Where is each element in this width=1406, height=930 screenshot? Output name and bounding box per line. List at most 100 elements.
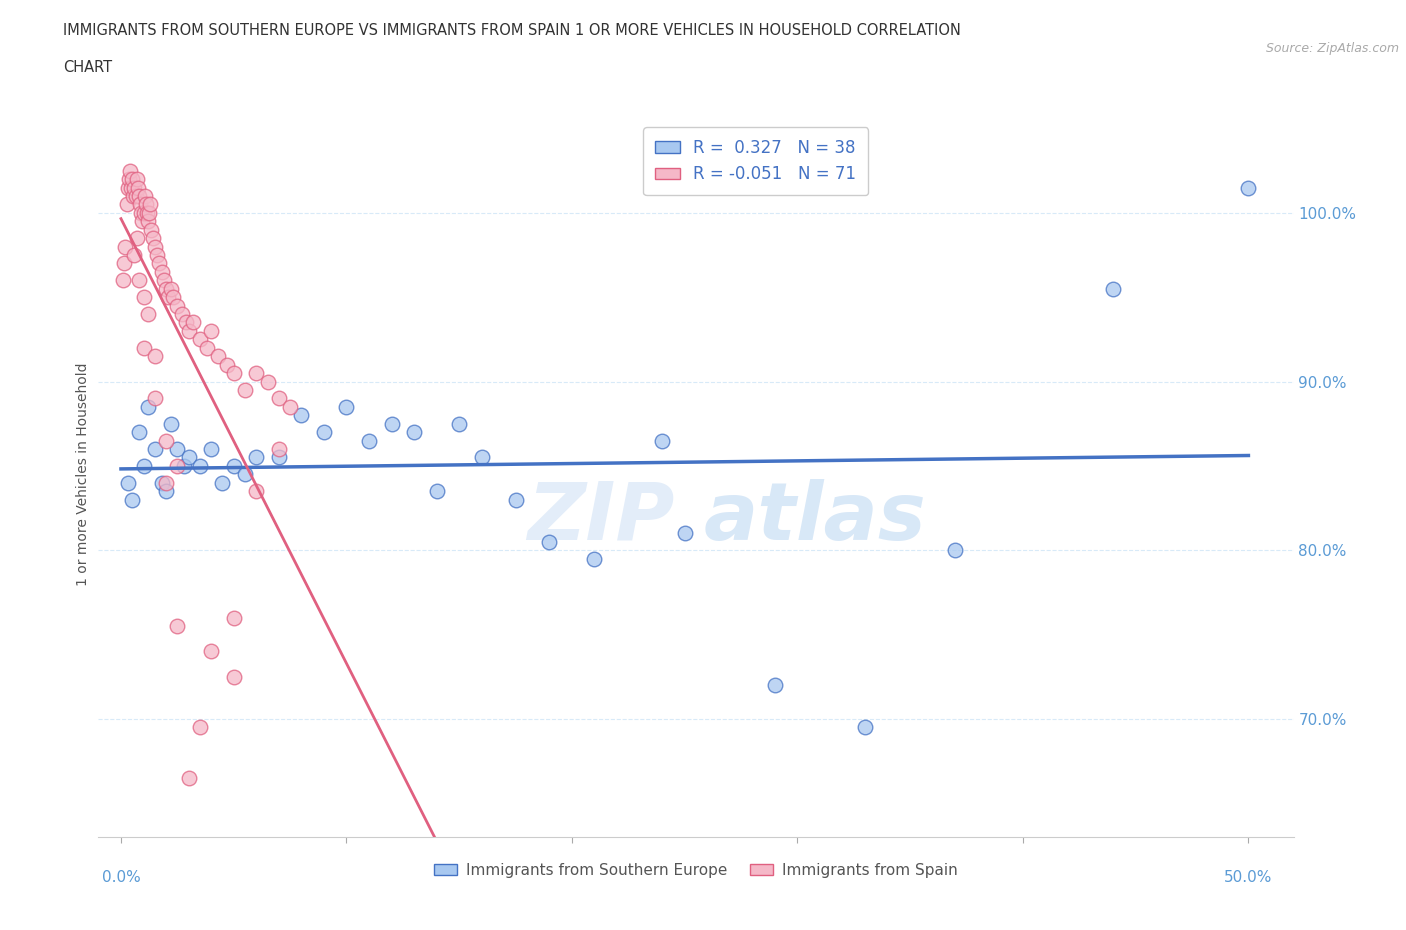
Point	[173, 458, 195, 473]
Point	[763, 678, 786, 693]
Point	[112, 256, 135, 271]
Point	[129, 197, 152, 212]
Point	[312, 425, 335, 440]
Point	[117, 180, 139, 195]
Point	[155, 484, 177, 498]
Point	[128, 189, 150, 204]
Point	[136, 399, 159, 414]
Point	[188, 458, 211, 473]
Point	[117, 475, 139, 490]
Point	[166, 442, 188, 457]
Point	[139, 197, 162, 212]
Point	[1237, 180, 1260, 195]
Point	[132, 458, 155, 473]
Legend: Immigrants from Southern Europe, Immigrants from Spain: Immigrants from Southern Europe, Immigra…	[427, 857, 965, 884]
Point	[267, 391, 290, 405]
Point	[233, 467, 256, 482]
Point	[122, 189, 145, 204]
Point	[673, 525, 696, 540]
Point	[215, 357, 238, 372]
Point	[471, 450, 494, 465]
Point	[159, 281, 181, 296]
Point	[157, 290, 180, 305]
Text: 50.0%: 50.0%	[1225, 870, 1272, 884]
Point	[143, 442, 166, 457]
Point	[505, 492, 527, 507]
Point	[404, 425, 426, 440]
Point	[136, 307, 159, 322]
Point	[121, 172, 143, 187]
Point	[943, 543, 966, 558]
Point	[120, 180, 142, 195]
Point	[143, 349, 166, 364]
Point	[132, 290, 155, 305]
Text: 0.0%: 0.0%	[101, 870, 141, 884]
Point	[155, 281, 177, 296]
Point	[166, 299, 188, 313]
Point	[449, 417, 471, 432]
Point	[129, 206, 152, 220]
Point	[195, 340, 218, 355]
Point	[118, 163, 141, 178]
Point	[200, 324, 222, 339]
Point	[233, 382, 256, 397]
Point	[135, 206, 157, 220]
Point	[155, 475, 177, 490]
Point	[131, 214, 153, 229]
Y-axis label: 1 or more Vehicles in Household: 1 or more Vehicles in Household	[76, 363, 90, 586]
Point	[188, 720, 211, 735]
Point	[128, 425, 150, 440]
Point	[380, 417, 402, 432]
Point	[267, 450, 290, 465]
Point	[651, 433, 673, 448]
Point	[166, 618, 188, 633]
Point	[538, 535, 561, 550]
Point	[222, 365, 245, 380]
Point	[177, 324, 200, 339]
Point	[583, 551, 606, 566]
Point	[245, 484, 267, 498]
Point	[124, 247, 146, 262]
Point	[245, 450, 267, 465]
Point	[125, 231, 148, 246]
Point	[121, 492, 143, 507]
Point	[155, 433, 177, 448]
Point	[141, 222, 163, 237]
Point	[200, 442, 222, 457]
Point	[211, 475, 233, 490]
Point	[143, 391, 166, 405]
Point	[200, 644, 222, 658]
Point	[150, 475, 173, 490]
Point	[1102, 281, 1125, 296]
Point	[335, 399, 357, 414]
Point	[278, 399, 301, 414]
Point	[159, 417, 181, 432]
Point	[114, 239, 136, 254]
Point	[170, 307, 193, 322]
Point	[115, 197, 138, 212]
Point	[162, 290, 184, 305]
Point	[132, 206, 155, 220]
Point	[135, 197, 157, 212]
Text: Source: ZipAtlas.com: Source: ZipAtlas.com	[1265, 42, 1399, 55]
Point	[128, 272, 150, 287]
Point	[222, 670, 245, 684]
Point	[148, 256, 170, 271]
Text: CHART: CHART	[63, 60, 112, 75]
Point	[141, 231, 163, 246]
Text: atlas: atlas	[704, 479, 927, 557]
Point	[150, 264, 173, 279]
Text: ZIP: ZIP	[527, 479, 673, 557]
Point	[222, 458, 245, 473]
Point	[207, 349, 229, 364]
Point	[177, 771, 200, 786]
Point	[138, 206, 160, 220]
Point	[290, 408, 312, 423]
Point	[181, 315, 204, 330]
Point	[134, 189, 156, 204]
Point	[188, 332, 211, 347]
Point	[127, 180, 149, 195]
Point	[256, 374, 278, 389]
Point	[176, 315, 198, 330]
Point	[153, 272, 176, 287]
